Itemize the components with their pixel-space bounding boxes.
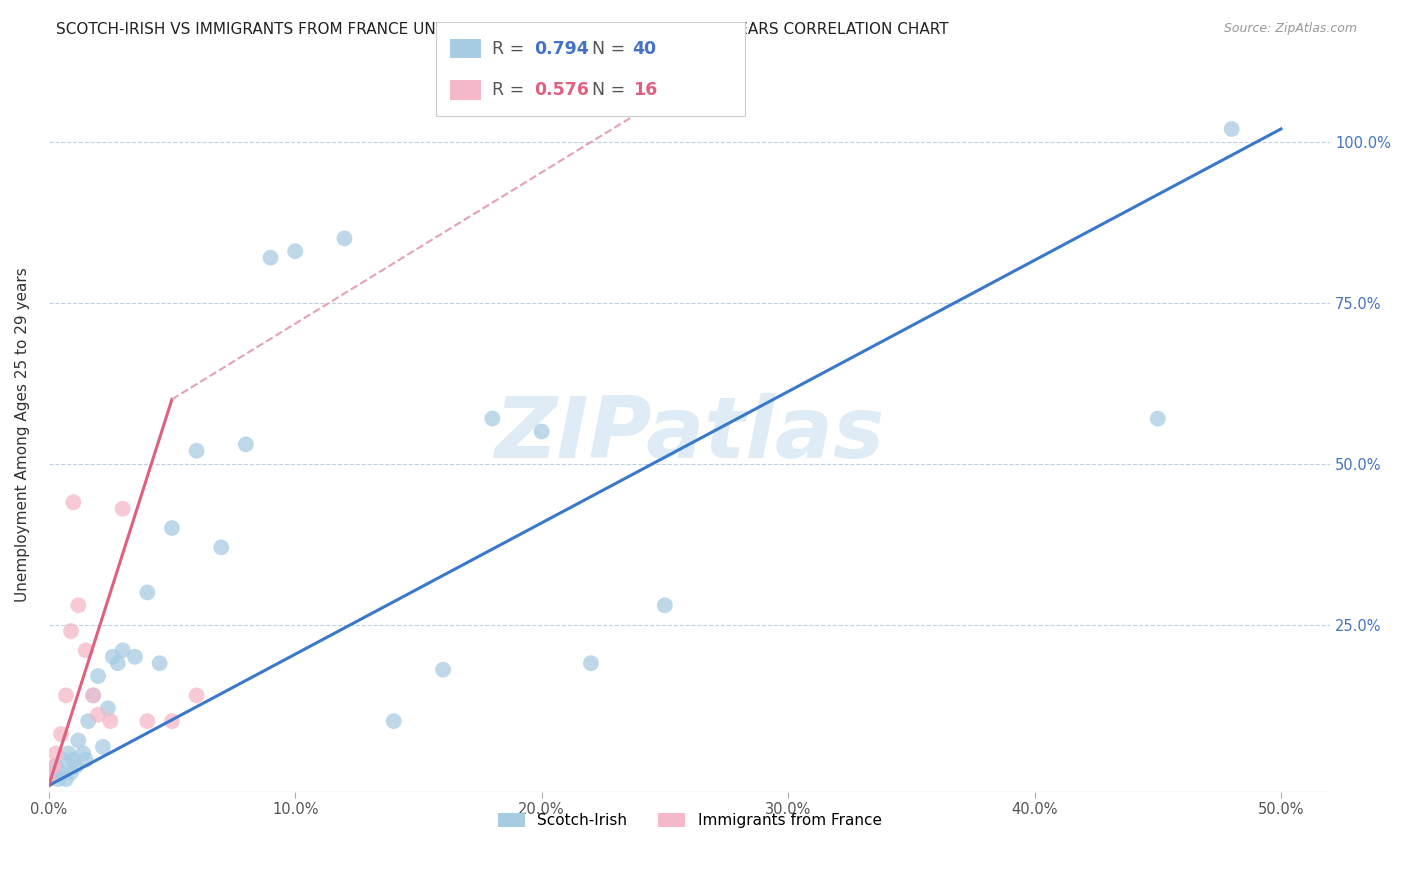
Point [98,714,121,728]
Point [136,714,159,728]
Point [55,772,77,786]
Point [1146,411,1168,425]
Point [284,244,307,259]
Point [91,739,114,754]
Point [58,747,80,761]
Point [45,759,67,773]
Point [75,753,97,767]
Text: SCOTCH-IRISH VS IMMIGRANTS FROM FRANCE UNEMPLOYMENT AMONG AGES 25 TO 29 YEARS CO: SCOTCH-IRISH VS IMMIGRANTS FROM FRANCE U… [56,22,949,37]
Y-axis label: Unemployment Among Ages 25 to 29 years: Unemployment Among Ages 25 to 29 years [15,268,30,602]
Text: R =: R = [492,39,530,57]
Point [124,649,146,664]
Text: 16: 16 [633,81,657,99]
Point [62,753,84,767]
Point [111,501,134,516]
Text: ZIPatlas: ZIPatlas [495,393,884,476]
Text: N =: N = [581,81,630,99]
Point [654,599,676,613]
Point [186,443,208,458]
Point [59,624,82,638]
Point [62,495,84,509]
Point [49,727,72,741]
Point [42,765,65,780]
Text: 0.576: 0.576 [534,81,589,99]
Point [101,649,124,664]
Point [259,251,281,265]
Point [55,689,77,703]
Text: 40: 40 [633,39,657,57]
Point [235,437,257,451]
Point [530,425,553,439]
Point [333,231,356,245]
Point [59,765,82,780]
Point [1220,122,1243,136]
Text: 0.794: 0.794 [534,39,589,57]
Text: N =: N = [581,39,630,57]
Point [75,643,97,657]
Point [42,759,65,773]
Point [382,714,405,728]
Point [186,689,208,703]
Point [65,759,87,773]
Point [97,701,120,715]
Point [67,733,90,747]
Point [149,657,172,671]
Point [48,772,70,786]
Point [136,585,159,599]
Point [481,411,503,425]
Point [160,714,183,728]
Point [209,541,232,555]
Legend: Scotch-Irish, Immigrants from France: Scotch-Irish, Immigrants from France [491,807,887,834]
Text: Source: ZipAtlas.com: Source: ZipAtlas.com [1223,22,1357,36]
Point [67,599,90,613]
Point [52,753,75,767]
Point [111,643,134,657]
Point [45,747,67,761]
Point [579,657,602,671]
Point [49,765,72,780]
Text: R =: R = [492,81,530,99]
Point [432,663,454,677]
Point [38,772,60,786]
Point [82,689,104,703]
Point [160,521,183,535]
Point [87,707,110,722]
Point [82,689,104,703]
Point [38,772,60,786]
Point [77,714,100,728]
Point [72,747,94,761]
Point [87,669,110,683]
Point [107,657,129,671]
